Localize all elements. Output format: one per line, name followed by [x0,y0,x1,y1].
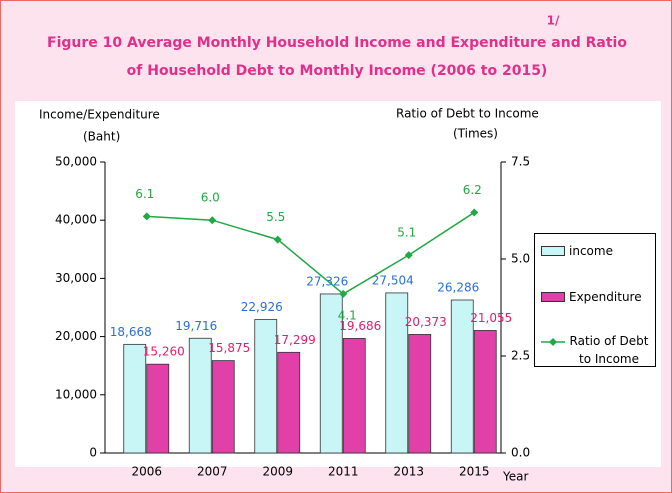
legend: income Expenditure Ratio of Debt to Income [534,233,656,367]
legend-label: Expenditure [569,290,642,304]
bar-value-label: 26,286 [437,281,479,295]
bar-value-label: 22,926 [241,300,283,314]
bar [342,338,366,454]
bar-value-label: 18,668 [110,325,152,339]
line-marker [470,208,479,217]
bar [473,330,497,454]
y-tick-label: 30,000 [55,271,97,285]
y-tick-label: 0 [89,446,97,460]
y2-axis-unit: (Times) [453,127,498,141]
bar [450,299,474,454]
y2-tick-label: 0.0 [511,446,530,460]
bar [385,292,409,454]
bar [254,319,278,454]
line-value-label: 5.5 [266,210,285,224]
line-value-label: 6.2 [463,183,482,197]
line-value-label: 6.0 [201,191,220,205]
bar [277,351,301,454]
line [146,211,475,295]
legend-swatch [541,292,565,302]
x-tick-label: 2015 [459,465,490,479]
y-axis-label: Income/Expenditure [39,108,160,122]
legend-item: Ratio of Debt to Income [541,334,649,368]
y-tick-label: 20,000 [55,329,97,343]
legend-swatch [541,246,565,256]
y-tick-label: 50,000 [55,155,97,169]
line-value-label: 6.1 [135,187,154,201]
legend-item: Expenditure [541,290,642,306]
y2-tick-label: 7.5 [511,155,530,169]
bar [408,334,432,454]
line-value-label: 4.1 [338,308,357,322]
legend-label: income [569,244,613,258]
bar-value-label: 15,260 [143,345,185,359]
y2-tick-label: 5.0 [511,252,530,266]
chart-subtitle: of Household Debt to Monthly Income (200… [127,63,548,79]
line-marker [208,216,217,225]
bar-value-label: 27,504 [372,273,414,287]
chart-title: Figure 10 Average Monthly Household Inco… [47,35,627,51]
x-axis-label: Year [502,470,528,484]
bar-value-label: 17,299 [274,333,316,347]
x-tick-label: 2013 [393,465,424,479]
y2-tick-label: 2.5 [511,349,530,363]
bar [319,293,343,454]
y-tick-label: 40,000 [55,213,97,227]
x-tick-label: 2006 [131,465,162,479]
title-note: 1/ [547,14,560,28]
line-marker [339,289,348,298]
bar [123,343,147,454]
bar-value-label: 15,875 [208,341,250,355]
line-value-label: 5.1 [397,226,416,240]
y-tick-label: 10,000 [55,387,97,401]
line-marker [142,212,151,221]
x-tick-label: 2009 [262,465,293,479]
bar-value-label: 19,716 [175,319,217,333]
legend-item: income [541,244,613,260]
bar [146,363,170,454]
line-marker [273,235,282,244]
legend-line [541,338,565,346]
line-marker [404,251,413,260]
bar [211,360,235,454]
bar-value-label: 21,055 [470,311,512,325]
y2-axis-label: Ratio of Debt to Income [396,107,539,121]
legend-label: Ratio of Debt to Income [569,334,649,366]
bar-value-label: 19,686 [339,319,381,333]
y-axis-unit: (Baht) [83,130,120,144]
x-tick-label: 2007 [197,465,228,479]
bar [188,337,212,454]
legend-swatch [541,336,565,346]
bar-value-label: 20,373 [405,315,447,329]
x-tick-label: 2011 [328,465,359,479]
